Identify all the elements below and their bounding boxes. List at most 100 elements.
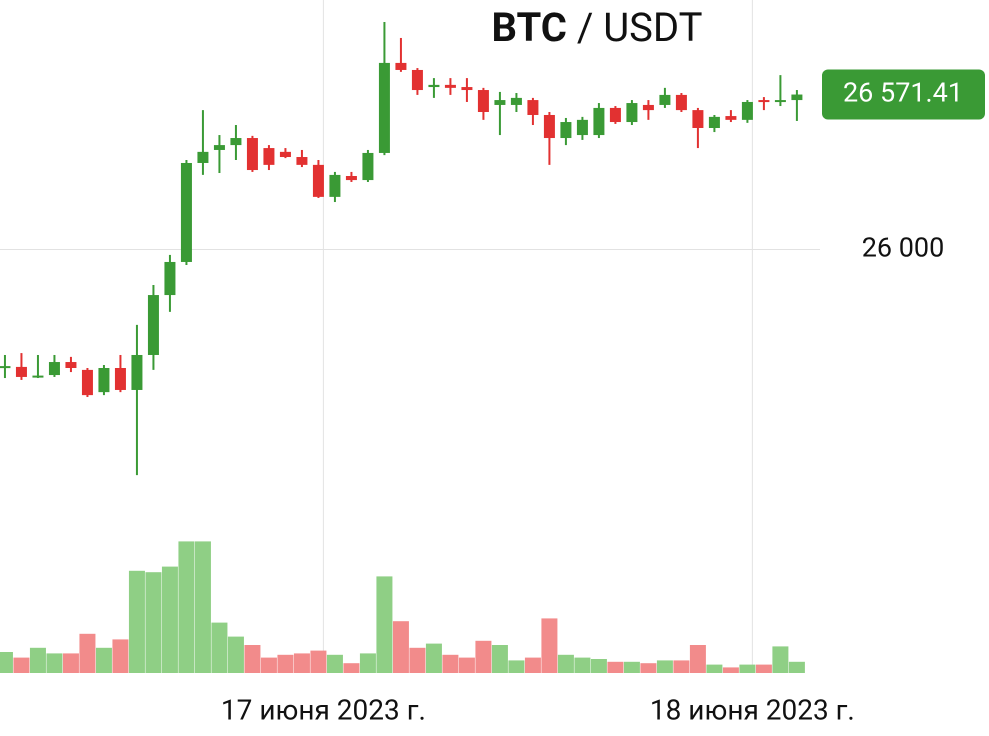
volume-bar: [541, 618, 558, 673]
candle-body: [576, 119, 588, 136]
volume-bar: [310, 650, 327, 673]
candle-body: [560, 122, 572, 139]
candle-body: [725, 116, 737, 120]
volume-bar: [557, 654, 574, 673]
volume-bar: [392, 621, 409, 673]
candle-body: [81, 369, 93, 396]
candle-body: [65, 362, 77, 368]
y-tick-label: 26 000: [862, 232, 945, 264]
chart-title: BTC / USDT: [491, 4, 702, 51]
volume-bar: [13, 657, 30, 673]
volume-bar: [343, 663, 360, 673]
volume-bar: [178, 541, 195, 673]
candle-body: [593, 107, 605, 136]
volume-bar: [326, 654, 343, 673]
candle-body: [708, 116, 720, 128]
candle-body: [263, 148, 275, 165]
volume-bar: [46, 653, 63, 673]
volume-bar: [244, 645, 261, 673]
volume-bar: [95, 647, 112, 673]
volume-bar: [574, 657, 591, 673]
volume-bar: [673, 660, 690, 673]
volume-bar: [161, 566, 178, 673]
volume-bar: [29, 647, 46, 673]
volume-bar: [689, 645, 706, 673]
volume-bar: [491, 645, 508, 673]
candle-body: [642, 104, 654, 111]
candle-body: [180, 162, 192, 262]
volume-bar: [194, 541, 211, 673]
volume-bar: [359, 653, 376, 673]
volume-bar: [0, 652, 13, 673]
volume-bar: [739, 664, 756, 673]
candle-body: [213, 145, 225, 150]
volume-bar: [293, 653, 310, 673]
candle-body: [692, 110, 704, 128]
candle-body: [197, 151, 209, 163]
volume-bar: [508, 660, 525, 673]
candle-body: [230, 138, 242, 146]
volume-bar: [524, 657, 541, 673]
volume-bar: [755, 664, 772, 673]
last-price-tag: [822, 69, 985, 120]
candle-body: [774, 100, 786, 103]
volume-bar: [722, 667, 739, 673]
volume-bar: [656, 660, 673, 673]
volume-bar: [62, 653, 79, 673]
candle-body: [114, 368, 126, 390]
candle-body: [131, 354, 143, 390]
candle-body: [296, 157, 308, 165]
candle-body: [345, 176, 357, 181]
candle-body: [791, 94, 803, 101]
candle-body: [32, 375, 44, 378]
volume-bar: [409, 647, 426, 673]
candle-body: [98, 368, 110, 393]
volume-bar: [623, 661, 640, 673]
x-tick-label: 17 июня 2023 г.: [221, 693, 426, 726]
candle-body: [741, 101, 753, 120]
volume-bar: [788, 661, 805, 673]
candle-body: [609, 107, 621, 123]
volume-bar: [475, 640, 492, 673]
volume-bar: [458, 657, 475, 673]
volume-bar: [211, 622, 228, 673]
candle-body: [510, 97, 522, 105]
volume-bar: [590, 659, 607, 673]
x-tick-label: 18 июня 2023 г.: [650, 693, 855, 726]
candle-body: [48, 362, 60, 376]
candle-body: [626, 103, 638, 123]
candle-body: [444, 84, 456, 88]
volume-bar: [128, 570, 145, 673]
candle-body: [477, 90, 489, 112]
candle-body: [246, 138, 258, 171]
candle-body: [0, 366, 11, 369]
candle-body: [395, 62, 407, 70]
volume-bar: [772, 646, 789, 673]
volume-bar: [640, 663, 657, 673]
volume-bar: [442, 654, 459, 673]
volume-bar: [376, 576, 393, 673]
candle-body: [312, 164, 324, 197]
candle-body: [411, 69, 423, 91]
volume-bar: [227, 636, 244, 673]
candle-body: [527, 100, 539, 115]
volume-bar: [706, 664, 723, 673]
volume-bar: [425, 643, 442, 673]
volume-bar: [145, 572, 162, 673]
title-base: BTC: [491, 4, 566, 51]
candle-body: [164, 261, 176, 296]
volume-bar: [607, 661, 624, 673]
last-price-label: 26 571.41: [843, 77, 963, 109]
candle-body: [279, 151, 291, 158]
volume-bar: [260, 657, 277, 673]
candle-body: [461, 87, 473, 91]
volume-bar: [277, 654, 294, 673]
candle-body: [675, 94, 687, 111]
candle-body: [543, 114, 555, 139]
volume-bar: [112, 639, 129, 673]
candle-body: [147, 295, 159, 355]
candle-body: [378, 62, 390, 153]
candle-body: [659, 94, 671, 105]
